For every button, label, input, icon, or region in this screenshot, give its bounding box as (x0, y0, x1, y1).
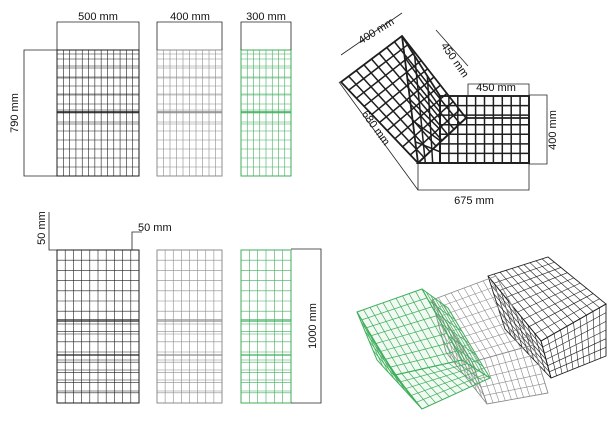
height-bracket-1000 (291, 248, 322, 404)
perspective-gabions (356, 256, 607, 410)
top-row-dimensions: 500 mm 400 mm 300 mm 790 mm (9, 11, 292, 177)
width-label-300: 300 mm (246, 11, 286, 23)
gabion-tall-dark (56, 249, 140, 404)
dim-right-edge (529, 94, 548, 165)
plan-outer-edge-label: 680 mm (359, 109, 392, 148)
top-row-gabions (56, 49, 292, 177)
plan-right-edge-label: 400 mm (547, 110, 559, 150)
left-offset-label: 50 mm (36, 211, 48, 245)
bottom-row-gabions (56, 249, 292, 404)
plan-inner-edge-label: 450 mm (438, 41, 471, 80)
dim-bottom (417, 163, 530, 191)
plan-top-edge-label: 400 mm (356, 16, 396, 47)
dim-outer-edge (338, 81, 419, 191)
top-offset-label: 50 mm (138, 222, 172, 234)
gabion-500-front (56, 49, 140, 177)
gabion-300-front (240, 49, 292, 177)
height-bracket-790 (23, 49, 57, 177)
width-bracket-500 (56, 21, 140, 50)
bottom-row-dimensions: 50 mm 50 mm 1000 mm (36, 211, 322, 404)
plan-view-gabion (339, 34, 530, 165)
plan-bottom-label: 675 mm (454, 195, 494, 207)
plan-arm-label: 450 mm (476, 82, 516, 94)
width-bracket-400 (156, 21, 223, 50)
gabion-400-front (156, 49, 223, 177)
width-bracket-300 (240, 21, 292, 50)
gabion-tall-grey (156, 249, 223, 404)
dim-arm (467, 83, 530, 95)
offset-bracket-left (48, 212, 57, 251)
width-label-400: 400 mm (170, 11, 210, 23)
height-label-1000: 1000 mm (307, 303, 319, 349)
gabion-tall-green (240, 249, 292, 404)
offset-bracket-top (131, 231, 142, 250)
height-label-790: 790 mm (9, 93, 21, 133)
dim-top-edge (340, 12, 403, 56)
width-label-500: 500 mm (78, 11, 118, 23)
dim-inner-edge (435, 29, 469, 67)
